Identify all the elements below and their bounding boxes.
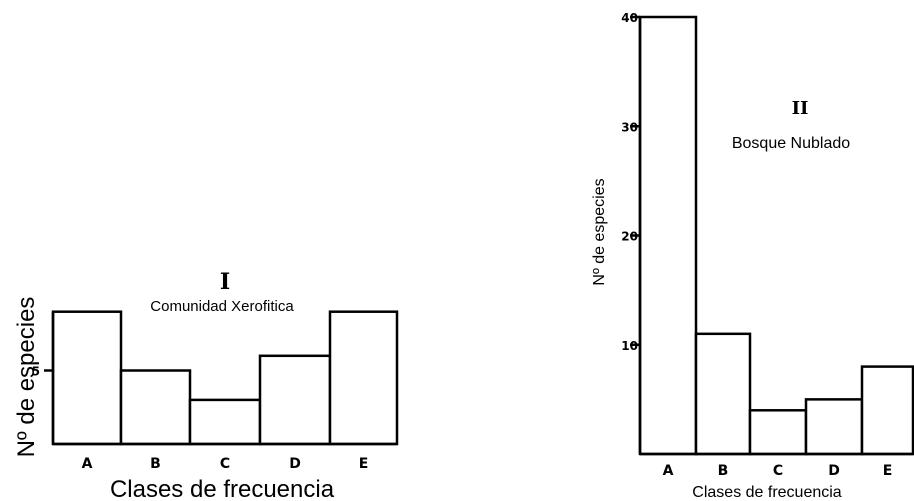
chart2-ylabel: Nº de especies (591, 178, 608, 285)
x-tick-label-d: D (289, 456, 301, 472)
x-tick-label-e: E (883, 463, 893, 479)
bar-b (119, 369, 192, 446)
chart1-ylabel: Nº de especies (13, 297, 40, 458)
chart2-numeral: II (792, 98, 809, 119)
bar-d (804, 398, 864, 456)
chart2-title: Bosque Nublado (732, 135, 850, 152)
x-tick-label-a: A (82, 456, 93, 472)
bar-b (694, 332, 752, 456)
x-tick-label-c: C (773, 463, 783, 479)
bar-a (638, 15, 698, 456)
bar-d (258, 354, 332, 446)
bar-e (860, 365, 914, 456)
x-tick-label-a: A (663, 463, 674, 479)
chart2-xlabel: Clases de frecuencia (692, 484, 842, 501)
x-tick-label-c: C (220, 456, 230, 472)
chart-bosque-nublado: II Bosque Nublado Clases de frecuencia N… (591, 11, 914, 501)
chart1-numeral: I (220, 269, 230, 295)
bar-c (748, 409, 808, 456)
x-tick-label-b: B (150, 456, 161, 472)
y-tick-label-10: 10 (621, 339, 638, 353)
y-tick-label-40: 40 (621, 11, 638, 25)
y-tick-label-20: 20 (621, 230, 638, 244)
x-tick-label-b: B (718, 463, 729, 479)
chart1-xlabel: Clases de frecuencia (110, 476, 335, 501)
chart-comunidad-xerofitica: I Comunidad Xerofitica Clases de frecuen… (13, 269, 399, 501)
x-tick-label-e: E (359, 456, 369, 472)
bar-e (328, 310, 399, 446)
bar-a (51, 310, 123, 446)
y-tick-label-5: 5 (32, 365, 40, 379)
bar-c (188, 398, 262, 446)
chart1-title: Comunidad Xerofitica (150, 298, 294, 315)
y-tick-label-30: 30 (621, 120, 638, 134)
x-tick-label-d: D (828, 463, 840, 479)
